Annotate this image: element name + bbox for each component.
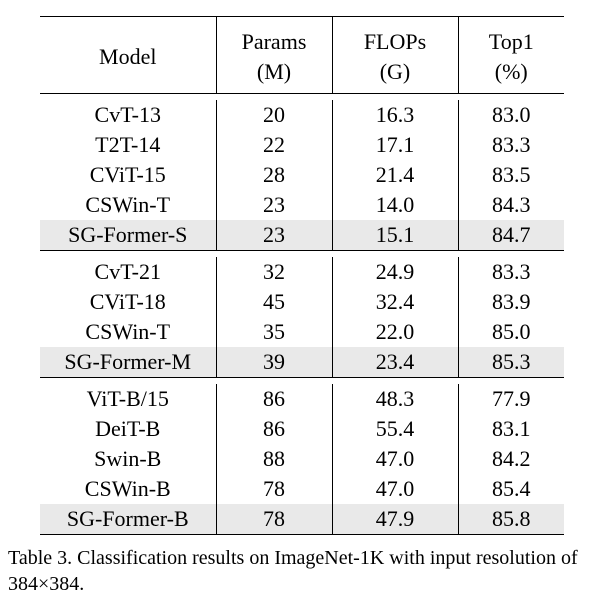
cell-top1: 84.7 [457, 220, 564, 251]
cell-params: 23 [215, 190, 332, 220]
cell-top1: 84.3 [457, 190, 564, 220]
cell-model: CvT-13 [94, 102, 161, 127]
cell-params: 78 [215, 504, 332, 535]
table-row: CSWin-T 35 22.0 85.0 [40, 317, 564, 347]
cell-params: 39 [215, 347, 332, 378]
results-table: Model Params (M) FLOPs (G) Top1 (%) CvT-… [40, 16, 564, 535]
cell-params: 32 [215, 257, 332, 287]
results-table-container: Model Params (M) FLOPs (G) Top1 (%) CvT-… [40, 16, 564, 535]
cell-flops: 32.4 [331, 287, 458, 317]
header-top1-label: Top1 [488, 29, 534, 54]
cell-params: 78 [215, 474, 332, 504]
cell-params: 86 [215, 414, 332, 444]
cell-model: SG-Former-S [40, 220, 216, 251]
header-top1: Top1 (%) [457, 17, 564, 94]
header-model-label: Model [99, 44, 157, 69]
cell-top1: 83.5 [457, 160, 564, 190]
header-flops-label: FLOPs [363, 29, 427, 54]
cell-model: CSWin-T [85, 192, 171, 217]
table-row: Swin-B 88 47.0 84.2 [40, 444, 564, 474]
table-row: CSWin-B 78 47.0 85.4 [40, 474, 564, 504]
cell-params: 86 [215, 384, 332, 414]
table-row: CvT-13 20 16.3 83.0 [40, 100, 564, 130]
cell-model: CViT-18 [89, 289, 166, 314]
cell-params: 28 [215, 160, 332, 190]
cell-top1: 84.2 [457, 444, 564, 474]
cell-top1: 83.1 [457, 414, 564, 444]
cell-top1: 83.0 [457, 100, 564, 130]
cell-model: ViT-B/15 [86, 386, 169, 411]
header-params-unit: (M) [256, 59, 292, 84]
cell-flops: 24.9 [331, 257, 458, 287]
table-row-highlighted: SG-Former-B 78 47.9 85.8 [40, 504, 564, 535]
cell-params: 23 [215, 220, 332, 251]
cell-model: T2T-14 [95, 132, 161, 157]
cell-top1: 85.0 [457, 317, 564, 347]
cell-flops: 48.3 [331, 384, 458, 414]
cell-model: SG-Former-B [40, 504, 216, 535]
cell-top1: 85.4 [457, 474, 564, 504]
header-params: Params (M) [215, 17, 332, 94]
cell-flops: 22.0 [331, 317, 458, 347]
cell-model: CSWin-T [85, 319, 171, 344]
cell-flops: 55.4 [331, 414, 458, 444]
cell-model: DeiT-B [95, 416, 161, 441]
cell-top1: 85.8 [457, 504, 564, 535]
table-body: CvT-13 20 16.3 83.0 T2T-14 22 17.1 83.3 CViT-15 2… [40, 94, 564, 535]
cell-flops: 16.3 [331, 100, 458, 130]
cell-top1: 83.3 [457, 130, 564, 160]
table-header: Model Params (M) FLOPs (G) Top1 (%) [40, 16, 564, 94]
header-flops: FLOPs (G) [331, 17, 458, 94]
table-row: DeiT-B 86 55.4 83.1 [40, 414, 564, 444]
cell-model: CvT-21 [94, 259, 161, 284]
cell-params: 45 [215, 287, 332, 317]
cell-flops: 14.0 [331, 190, 458, 220]
cell-flops: 21.4 [331, 160, 458, 190]
table-row: CvT-21 32 24.9 83.3 [40, 257, 564, 287]
table-row-highlighted: SG-Former-S 23 15.1 84.7 [40, 220, 564, 251]
header-model: Model [40, 17, 216, 94]
table-row-highlighted: SG-Former-M 39 23.4 85.3 [40, 347, 564, 378]
header-flops-unit: (G) [379, 59, 411, 84]
cell-model: Swin-B [94, 446, 162, 471]
cell-top1: 85.3 [457, 347, 564, 378]
cell-model: SG-Former-M [40, 347, 216, 378]
cell-flops: 15.1 [331, 220, 458, 251]
cell-params: 22 [215, 130, 332, 160]
cell-top1: 83.3 [457, 257, 564, 287]
header-top1-unit: (%) [494, 59, 528, 84]
cell-top1: 83.9 [457, 287, 564, 317]
cell-params: 88 [215, 444, 332, 474]
header-params-label: Params [241, 29, 307, 54]
cell-params: 20 [215, 100, 332, 130]
table-row: CViT-15 28 21.4 83.5 [40, 160, 564, 190]
cell-model: CViT-15 [89, 162, 166, 187]
table-caption: Table 3. Classification results on Image… [8, 547, 578, 595]
cell-flops: 47.0 [331, 474, 458, 504]
table-row: T2T-14 22 17.1 83.3 [40, 130, 564, 160]
cell-top1: 77.9 [457, 384, 564, 414]
cell-flops: 23.4 [331, 347, 458, 378]
table-row: CViT-18 45 32.4 83.9 [40, 287, 564, 317]
cell-flops: 47.9 [331, 504, 458, 535]
cell-model: CSWin-B [84, 476, 171, 501]
cell-params: 35 [215, 317, 332, 347]
cell-flops: 47.0 [331, 444, 458, 474]
table-row: CSWin-T 23 14.0 84.3 [40, 190, 564, 220]
cell-flops: 17.1 [331, 130, 458, 160]
table-row: ViT-B/15 86 48.3 77.9 [40, 384, 564, 414]
